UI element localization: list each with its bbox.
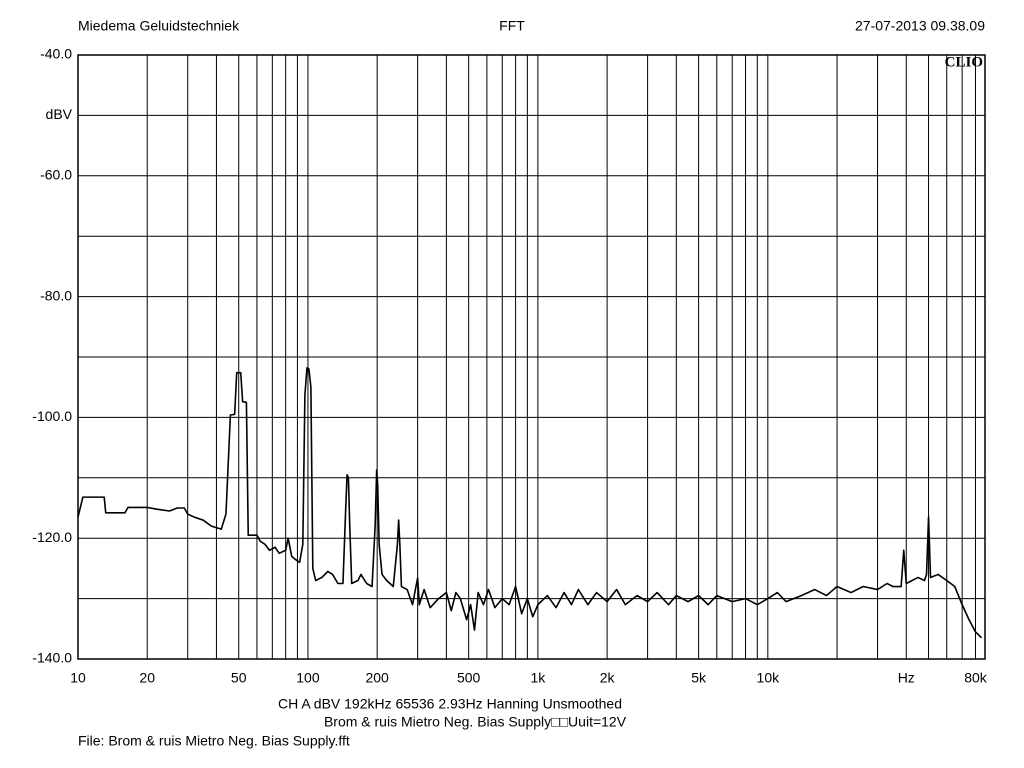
y-tick-label: -120.0	[32, 529, 72, 545]
header-right: 27-07-2013 09.38.09	[855, 18, 985, 34]
x-tick-label: 80k	[964, 670, 988, 686]
header-left: Miedema Geluidstechniek	[78, 18, 240, 34]
x-tick-label: 1k	[530, 670, 546, 686]
x-tick-label: 10k	[757, 670, 781, 686]
x-tick-label: 200	[365, 670, 389, 686]
x-tick-label: 10	[70, 670, 86, 686]
x-tick-label: 50	[231, 670, 247, 686]
x-tick-label: Hz	[898, 670, 915, 686]
x-tick-label: 20	[139, 670, 155, 686]
y-tick-label: -140.0	[32, 650, 72, 666]
x-tick-label: 2k	[600, 670, 616, 686]
y-tick-label: dBV	[46, 106, 73, 122]
x-tick-label: 100	[296, 670, 320, 686]
x-tick-label: 5k	[691, 670, 707, 686]
settings-line: CH A dBV 192kHz 65536 2.93Hz Hanning Uns…	[278, 696, 622, 712]
subtitle: Brom & ruis Mietro Neg. Bias Supply□□Uui…	[324, 714, 627, 730]
y-tick-label: -100.0	[32, 408, 72, 424]
spectrum-line	[77, 367, 983, 639]
file-line: File: Brom & ruis Mietro Neg. Bias Suppl…	[78, 733, 350, 749]
chart-title: FFT	[499, 18, 525, 34]
y-tick-label: -60.0	[40, 167, 72, 183]
y-tick-label: -80.0	[40, 287, 72, 303]
x-tick-label: 500	[457, 670, 481, 686]
logo: CLIO	[945, 54, 983, 70]
y-tick-label: -40.0	[40, 46, 72, 62]
